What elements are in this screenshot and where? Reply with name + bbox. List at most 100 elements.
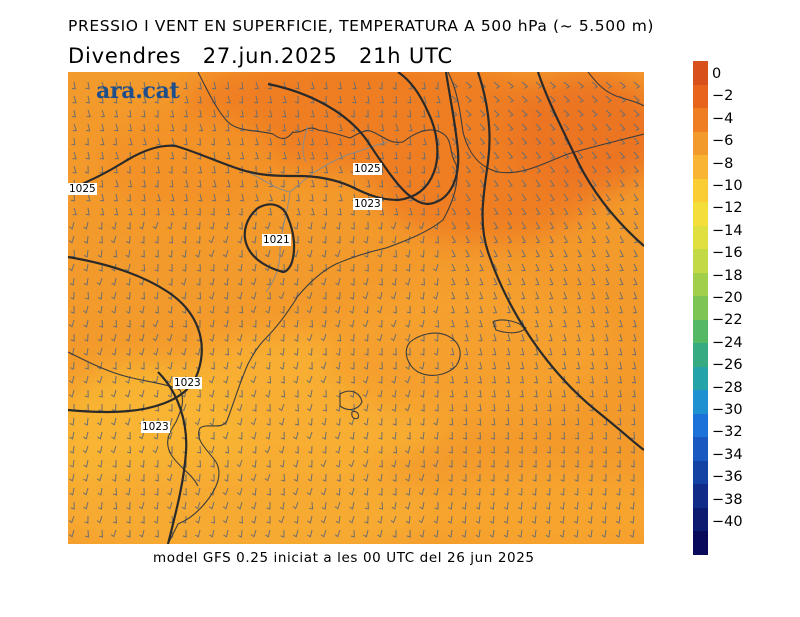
wind-barb — [128, 207, 133, 216]
isobars — [68, 72, 644, 544]
wind-barb — [184, 95, 189, 104]
wind-barb — [350, 109, 355, 118]
wind-barb — [507, 263, 512, 272]
wind-barb — [521, 109, 528, 117]
wind-barb — [465, 123, 472, 131]
wind-barb — [350, 263, 355, 272]
wind-barb — [603, 375, 609, 384]
wind-barb — [605, 249, 610, 258]
wind-barb — [97, 249, 103, 258]
wind-barb — [210, 431, 215, 440]
wind-barb — [549, 137, 556, 146]
wind-barb — [503, 529, 509, 538]
wind-barb — [224, 109, 229, 118]
wind-barb — [294, 417, 300, 426]
wind-barb — [378, 319, 383, 328]
wind-barb — [169, 179, 174, 188]
wind-barb — [450, 347, 455, 356]
wind-barb — [197, 165, 203, 174]
wind-barb — [69, 431, 75, 440]
wind-barb — [618, 333, 623, 342]
wind-barb — [549, 277, 554, 286]
wind-barb — [282, 95, 287, 104]
wind-barb — [112, 137, 117, 146]
wind-barb — [507, 221, 513, 230]
wind-barb — [362, 459, 369, 468]
wind-barb — [591, 109, 598, 117]
wind-barb — [520, 333, 525, 342]
wind-barb — [506, 361, 511, 370]
wind-barb — [126, 193, 131, 202]
wind-barb — [587, 515, 593, 524]
wind-barb — [493, 109, 500, 117]
wind-barb — [519, 403, 524, 412]
wind-barb — [250, 473, 257, 482]
wind-barb — [182, 361, 187, 370]
wind-barb — [406, 179, 411, 188]
wind-barb — [223, 277, 229, 286]
wind-barb — [350, 361, 355, 370]
wind-barb — [166, 347, 173, 356]
wind-barb — [520, 347, 525, 356]
wind-barb — [208, 249, 215, 258]
wind-barb — [352, 95, 357, 104]
wind-barb — [420, 459, 425, 468]
wind-barb — [167, 389, 173, 398]
wind-barb — [209, 445, 215, 454]
wind-barb — [210, 137, 215, 146]
wind-barb — [225, 165, 230, 174]
wind-barb — [222, 501, 229, 510]
wind-barb — [380, 123, 385, 132]
wind-barb — [378, 445, 383, 454]
wind-barb — [617, 403, 622, 412]
colorbar-label: −6 — [712, 133, 734, 150]
wind-barb — [323, 207, 328, 216]
wind-barb — [83, 319, 89, 328]
wind-barb — [254, 81, 259, 90]
wind-barb — [139, 305, 145, 314]
wind-barb — [577, 137, 584, 146]
wind-barb — [197, 81, 203, 90]
wind-barb — [503, 501, 509, 510]
wind-barb — [405, 389, 411, 398]
wind-barb — [338, 193, 343, 202]
wind-barb — [266, 487, 271, 496]
colorbar-segment — [693, 390, 708, 415]
wind-barb — [535, 165, 542, 174]
wind-barb — [559, 529, 565, 538]
wind-barb — [591, 123, 598, 131]
wind-barb — [405, 249, 411, 258]
wind-barb — [362, 319, 369, 328]
wind-barb — [562, 347, 567, 356]
wind-barb — [337, 109, 342, 118]
wind-barb — [363, 305, 369, 314]
wind-barb — [114, 123, 119, 132]
wind-barb — [294, 390, 299, 398]
wind-barb — [618, 319, 623, 328]
wind-barb — [475, 515, 481, 524]
isobar-label: 1023 — [173, 377, 202, 389]
wind-barb — [293, 319, 299, 328]
wind-barb — [633, 151, 640, 160]
wind-barb — [225, 193, 230, 202]
wind-barb — [477, 403, 482, 412]
wind-barb — [378, 109, 383, 118]
wind-barb — [506, 305, 512, 314]
wind-barb — [334, 529, 341, 538]
wind-barb — [153, 431, 159, 440]
wind-barb — [110, 445, 117, 454]
wind-barb — [364, 333, 369, 342]
wind-barb — [392, 487, 397, 496]
wind-barb — [549, 235, 555, 244]
wind-barb — [605, 81, 613, 89]
wind-barb — [152, 319, 159, 328]
wind-barb — [605, 235, 611, 244]
wind-barb — [548, 305, 554, 314]
wind-barb — [97, 417, 103, 426]
wind-barb — [113, 501, 118, 510]
isobar-1023-southwest — [68, 255, 203, 414]
wind-barb — [561, 403, 566, 412]
wind-barb — [166, 375, 173, 384]
wind-barb — [531, 529, 537, 538]
wind-barb — [490, 487, 495, 496]
